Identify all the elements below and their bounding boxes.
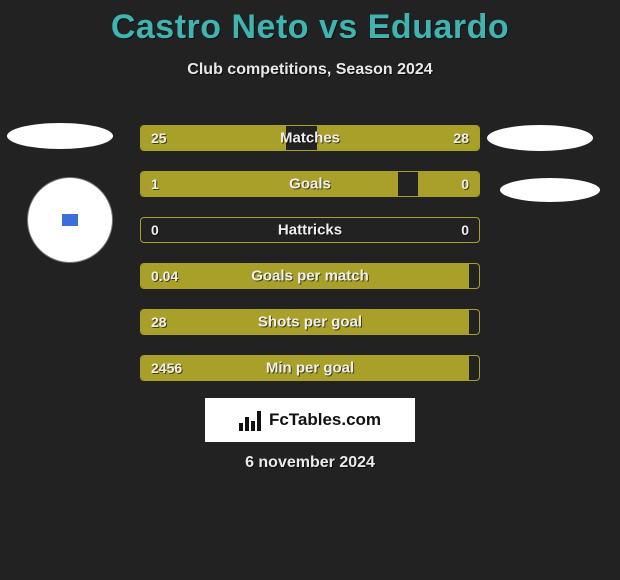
stat-label: Matches xyxy=(280,130,340,147)
stat-row: 0.04 Goals per match xyxy=(140,263,480,289)
comparison-chart: 25 28 Matches 1 0 Goals 0 0 Hattricks 0.04 Goals p… xyxy=(140,125,480,401)
stat-value-left: 25 xyxy=(151,130,167,146)
stat-value-left: 0 xyxy=(151,222,159,238)
page-title: Castro Neto vs Eduardo xyxy=(0,0,620,47)
stat-row: 0 0 Hattricks xyxy=(140,217,480,243)
bar-chart-icon xyxy=(239,409,265,431)
watermark-text: FcTables.com xyxy=(269,410,381,430)
stat-value-left: 0.04 xyxy=(151,268,178,284)
stat-row: 2456 Min per goal xyxy=(140,355,480,381)
stat-label: Hattricks xyxy=(278,222,342,239)
stat-label: Shots per goal xyxy=(258,314,362,331)
player-right-ellipse-2 xyxy=(500,178,600,202)
stat-row: 28 Shots per goal xyxy=(140,309,480,335)
player-left-avatar xyxy=(27,177,113,263)
stat-value-right: 28 xyxy=(453,130,469,146)
stat-value-right: 0 xyxy=(461,222,469,238)
bar-left xyxy=(141,172,398,196)
stat-value-left: 2456 xyxy=(151,360,182,376)
stat-label: Min per goal xyxy=(266,360,354,377)
stat-value-left: 1 xyxy=(151,176,159,192)
player-left-ellipse xyxy=(7,123,113,149)
subtitle: Club competitions, Season 2024 xyxy=(0,61,620,79)
player-right-ellipse-1 xyxy=(487,125,593,151)
flag-icon xyxy=(61,213,79,227)
date-label: 6 november 2024 xyxy=(0,454,620,472)
watermark: FcTables.com xyxy=(205,398,415,442)
stat-row: 1 0 Goals xyxy=(140,171,480,197)
stat-value-right: 0 xyxy=(461,176,469,192)
stat-value-left: 28 xyxy=(151,314,167,330)
bar-right xyxy=(418,172,479,196)
stat-row: 25 28 Matches xyxy=(140,125,480,151)
stat-label: Goals xyxy=(289,176,331,193)
stat-label: Goals per match xyxy=(251,268,369,285)
